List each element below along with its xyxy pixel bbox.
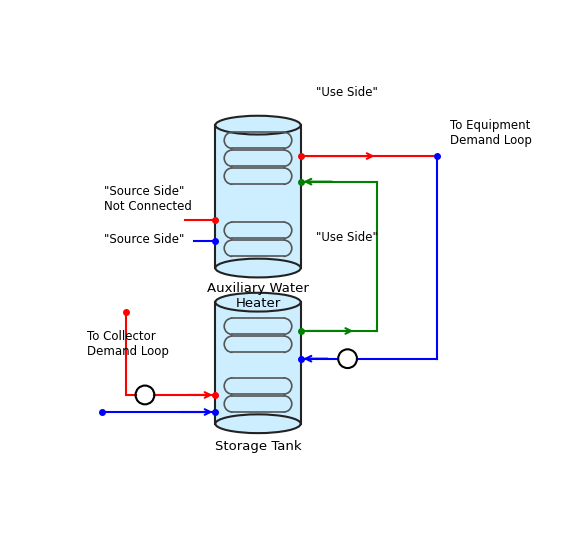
Text: "Source Side": "Source Side" <box>104 233 184 246</box>
Ellipse shape <box>215 293 300 311</box>
Text: To Equipment
Demand Loop: To Equipment Demand Loop <box>450 119 532 147</box>
Text: To Collector
Demand Loop: To Collector Demand Loop <box>87 330 169 358</box>
Ellipse shape <box>215 116 300 135</box>
Text: "Use Side": "Use Side" <box>316 230 377 244</box>
Text: "Source Side"
Not Connected: "Source Side" Not Connected <box>104 184 192 213</box>
Ellipse shape <box>215 259 300 278</box>
Ellipse shape <box>215 414 300 433</box>
Text: Storage Tank: Storage Tank <box>215 440 302 453</box>
Text: "Use Side": "Use Side" <box>316 85 377 99</box>
Bar <box>215 125 300 268</box>
Bar <box>215 302 300 424</box>
Text: Auxiliary Water
Heater: Auxiliary Water Heater <box>207 282 309 310</box>
